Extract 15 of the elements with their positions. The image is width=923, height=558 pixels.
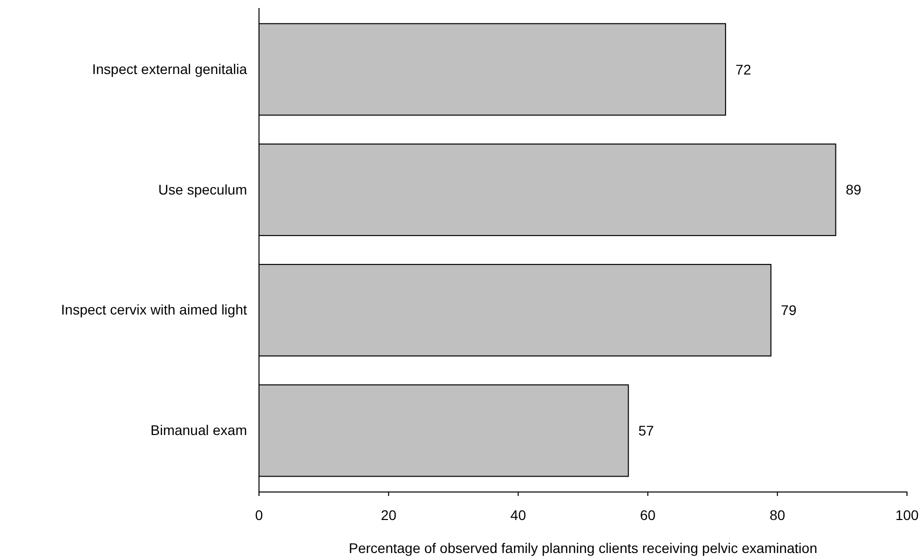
x-tick-label: 100 [895, 506, 919, 523]
data-label: 57 [638, 422, 654, 438]
data-label: 89 [846, 182, 862, 198]
y-tick-label: Use speculum [158, 181, 247, 198]
x-tick-label: 60 [640, 506, 656, 523]
y-tick-label: Inspect cervix with aimed light [61, 302, 248, 318]
x-tick-label: 0 [255, 506, 264, 523]
data-label: 79 [780, 302, 797, 318]
y-tick-label: Inspect external genitalia [92, 60, 248, 77]
x-tick-label: 20 [380, 506, 397, 523]
x-tick-label: 40 [510, 506, 526, 523]
data-label: 72 [736, 61, 752, 78]
x-tick-label: 80 [770, 506, 786, 523]
x-axis-title: Percentage of observed family planning clients receiving pelvic examination [348, 540, 818, 556]
y-tick-label: Bimanual exam [150, 422, 247, 438]
